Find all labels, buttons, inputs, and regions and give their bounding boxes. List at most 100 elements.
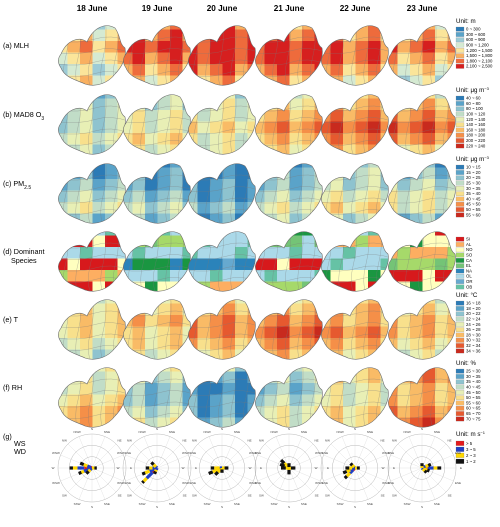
compass-label: NW: [259, 438, 264, 442]
map-cell: [321, 75, 331, 86]
map-cell: [67, 121, 81, 134]
map-cell: [368, 52, 381, 65]
map-cell: [58, 247, 68, 259]
map-cell: [435, 190, 448, 203]
map-cell: [330, 52, 344, 65]
map-cell: [182, 371, 191, 384]
map-panel: [188, 231, 256, 292]
map-cell: [157, 303, 171, 316]
compass-label: W: [182, 466, 185, 470]
map-cell: [235, 94, 248, 99]
map-cell: [388, 167, 398, 180]
map-cell: [222, 315, 236, 327]
wind-petal: [426, 468, 431, 473]
map-cell: [380, 98, 389, 111]
map-cell: [210, 281, 223, 292]
wind-petal: [150, 461, 155, 466]
map-cell: [132, 110, 146, 122]
map-cell: [80, 64, 93, 76]
compass-label: SSE: [434, 502, 440, 506]
map-cell: [447, 315, 456, 327]
map-cell: [302, 25, 315, 30]
map-cell: [368, 29, 381, 42]
map-cell: [58, 25, 68, 30]
region-outline: [58, 25, 126, 86]
map-cell: [188, 75, 198, 86]
map-panel: [123, 231, 191, 292]
map-cell: [210, 406, 223, 418]
compass-label: NE: [314, 438, 318, 442]
map-cell: [80, 179, 93, 191]
map-cell: [105, 338, 118, 350]
map-cell: [145, 417, 158, 428]
map-cell: [58, 367, 68, 372]
map-cell: [222, 202, 236, 214]
map-cell: [380, 190, 389, 203]
map-cell: [92, 121, 106, 134]
map-cell: [80, 258, 93, 271]
compass-label: NNW: [403, 430, 410, 434]
map-cell: [397, 110, 411, 122]
map-cell: [355, 383, 369, 395]
map-cell: [247, 349, 256, 360]
map-cell: [343, 270, 356, 282]
map-cell: [302, 94, 315, 99]
map-cell: [188, 371, 198, 384]
map-cell: [255, 235, 265, 248]
map-cell: [422, 235, 436, 248]
map-cell: [380, 235, 389, 248]
map-cell: [132, 25, 146, 30]
map-cell: [182, 231, 191, 236]
legend-label: SI: [466, 237, 470, 242]
map-cell: [182, 190, 191, 203]
map-cell: [289, 258, 303, 271]
map-cell: [58, 29, 68, 42]
map-cell: [435, 235, 448, 248]
map-cell: [355, 258, 369, 271]
map-cell: [264, 367, 278, 372]
map-cell: [397, 202, 411, 214]
map-cell: [157, 75, 171, 86]
map-cell: [67, 326, 81, 339]
map-cell: [210, 179, 223, 191]
legend-label: 40 ~ 45: [466, 196, 481, 201]
map-cell: [157, 121, 171, 134]
map-cell: [188, 281, 198, 292]
map-cell: [117, 326, 126, 339]
map-cell: [397, 326, 411, 339]
map-panel: [388, 231, 456, 292]
row-label: (d) Dominant: [3, 247, 45, 256]
map-cell: [235, 179, 248, 191]
map-cell: [105, 315, 118, 327]
map-cell: [123, 367, 133, 372]
compass-label: WNW: [249, 451, 257, 455]
compass-label: NW: [62, 438, 67, 442]
wind-petal: [85, 470, 90, 475]
map-cell: [123, 52, 133, 65]
map-cell: [321, 367, 331, 372]
map-cell: [67, 394, 81, 407]
map-cell: [277, 133, 290, 145]
legend-label: 1,800 ~ 2,100: [466, 58, 493, 63]
map-cell: [289, 64, 303, 76]
map-cell: [255, 133, 265, 145]
map-cell: [289, 52, 303, 65]
map-cell: [410, 202, 423, 214]
map-cell: [132, 52, 146, 65]
map-cell: [92, 270, 106, 282]
map-cell: [222, 303, 236, 316]
map-cell: [289, 281, 303, 292]
map-panel: [388, 94, 456, 155]
map-cell: [222, 75, 236, 86]
map-cell: [105, 110, 118, 122]
map-cell: [255, 75, 265, 86]
map-cell: [380, 163, 389, 168]
map-cell: [182, 75, 191, 86]
map-cell: [422, 349, 436, 360]
map-cell: [80, 315, 93, 327]
legend-swatch: [455, 348, 465, 354]
map-cell: [92, 349, 106, 360]
map-cell: [368, 64, 381, 76]
map-cell: [247, 315, 256, 327]
wind-petal: [144, 469, 151, 475]
